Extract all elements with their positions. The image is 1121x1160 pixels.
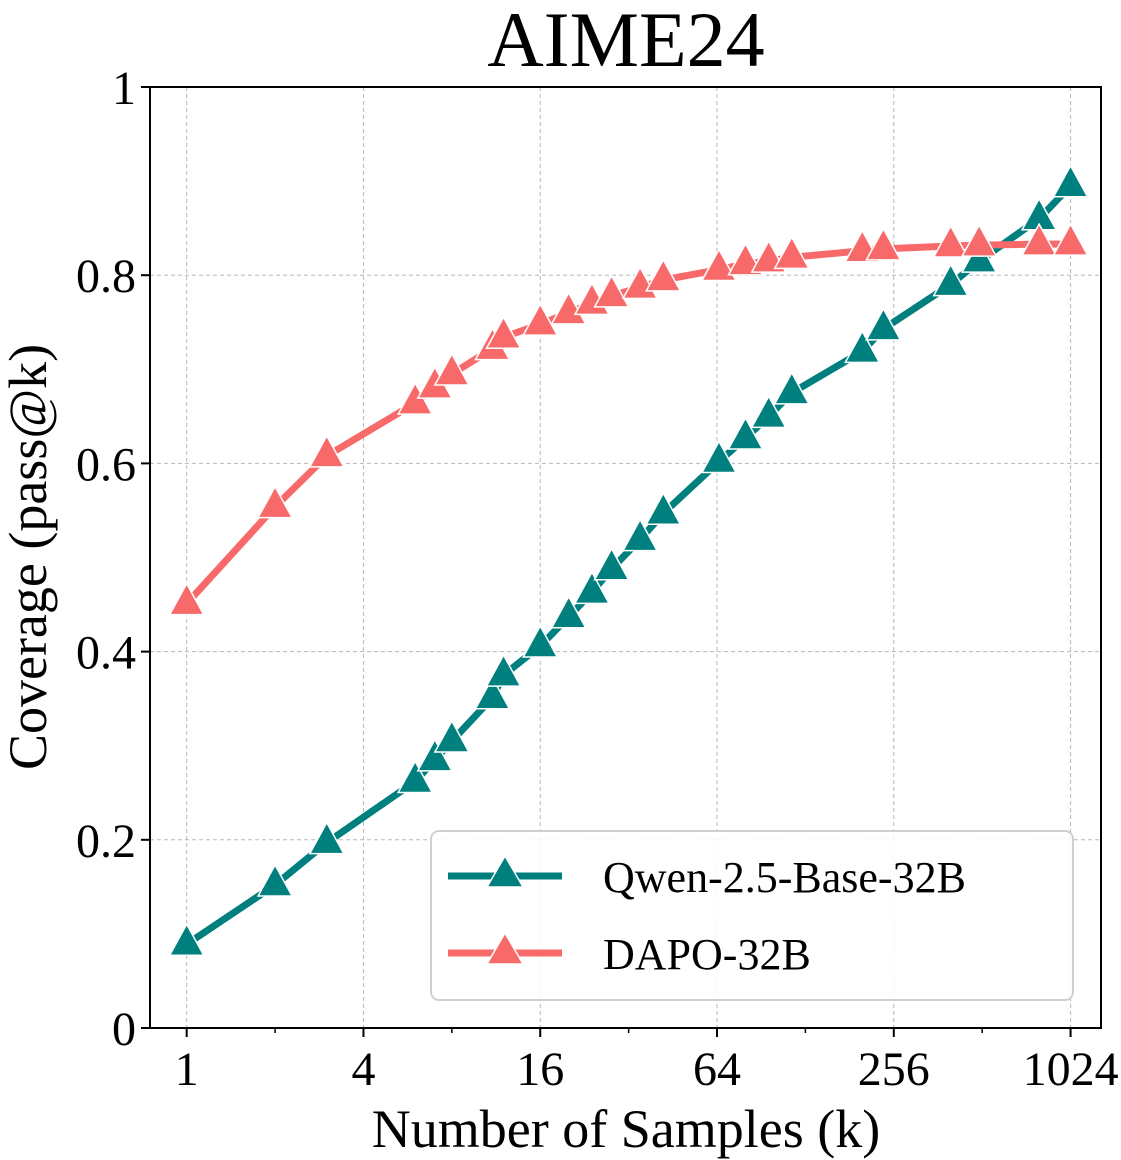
data-point-dapo [645,258,682,292]
data-point-qwen [727,416,764,450]
data-point-qwen [932,263,969,297]
legend-label-dapo: DAPO-32B [603,930,811,979]
y-tick-label: 0.8 [76,250,136,303]
y-axis-label: Coverage (pass@k) [0,344,58,770]
data-point-dapo [521,302,559,336]
data-point-dapo [1052,222,1089,256]
data-point-qwen [521,624,559,658]
data-point-qwen [433,719,471,753]
data-point-qwen [593,547,630,581]
x-tick-label: 64 [693,1043,741,1096]
data-point-dapo [168,582,205,616]
y-tick-label: 0 [112,1003,136,1056]
legend-marker-qwen [485,854,525,888]
data-point-qwen [645,491,682,526]
data-point-qwen [865,307,902,341]
data-point-dapo [773,235,811,270]
y-tick-label: 0.2 [76,815,136,868]
data-point-qwen [256,863,294,897]
data-point-qwen [550,595,587,629]
axis-ticks: 1 4 16 64 256 1024 0 0.2 0.4 0.6 0.8 1 [76,62,1119,1096]
data-point-qwen [1052,164,1089,198]
data-point-qwen [308,821,346,855]
data-point-qwen [621,518,659,552]
legend: Qwen-2.5-Base-32B DAPO-32B [430,830,1074,1001]
data-point-dapo [932,224,969,258]
legend-marker-dapo [485,931,525,965]
data-point-qwen [773,371,811,405]
x-tick-label: 16 [516,1043,564,1096]
chart-title: AIME24 [487,0,764,83]
y-tick-label: 0.4 [76,627,136,680]
data-point-dapo [865,227,902,261]
data-point-dapo [550,291,587,325]
data-point-qwen [573,570,611,605]
data-point-qwen [416,738,454,772]
data-point-qwen [168,922,205,957]
x-tick-label: 256 [858,1043,930,1096]
data-point-qwen [485,653,522,687]
legend-label-qwen: Qwen-2.5-Base-32B [603,853,966,902]
legend-box [430,830,1074,1001]
data-point-dapo [433,352,471,386]
data-point-dapo [960,223,998,257]
data-point-dapo [700,247,738,282]
data-point-qwen [844,329,881,364]
data-point-qwen [750,394,787,429]
series-layer [168,164,1089,957]
plot-frame [149,86,1102,1029]
x-axis-label: Number of Samples (k) [372,1099,880,1159]
x-tick-label: 1024 [1023,1043,1119,1096]
data-point-dapo [485,315,522,350]
x-tick-label: 4 [351,1043,375,1096]
data-point-qwen [700,439,738,474]
data-point-dapo [308,434,346,468]
data-point-dapo [256,485,294,519]
y-tick-label: 1 [112,62,136,115]
y-tick-label: 0.6 [76,438,136,491]
data-point-qwen [396,759,434,794]
data-point-dapo [593,274,630,308]
data-point-qwen [474,676,511,710]
x-tick-label: 1 [175,1043,199,1096]
data-point-dapo [1020,222,1058,256]
